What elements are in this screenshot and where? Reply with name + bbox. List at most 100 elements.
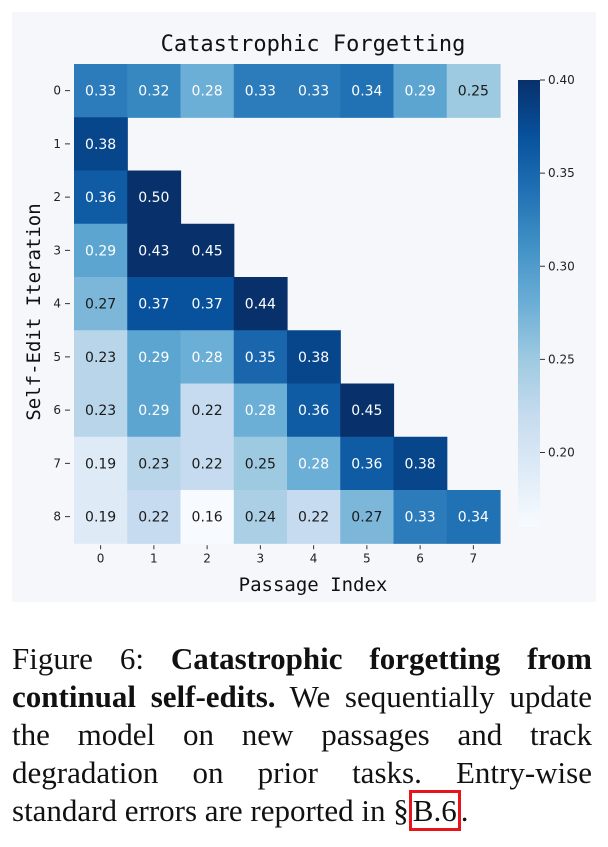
y-tick-label: 8 bbox=[53, 510, 61, 524]
heatmap-cell-r7-c6 bbox=[393, 436, 448, 491]
cell-value-label: 0.28 bbox=[298, 456, 329, 472]
colorbar-tick-label: 0.30 bbox=[548, 259, 575, 273]
cell-value-label: 0.44 bbox=[245, 297, 276, 313]
cell-value-label: 0.37 bbox=[192, 297, 223, 313]
heatmap-cell-r5-c1 bbox=[127, 330, 182, 385]
heatmap-cell-r4-c3 bbox=[233, 277, 288, 331]
cell-value-label: 0.36 bbox=[85, 190, 116, 206]
heatmap-cell-r6-c2 bbox=[180, 383, 235, 438]
cell-value-label: 0.33 bbox=[298, 84, 329, 100]
cell-value-label: 0.29 bbox=[138, 403, 169, 419]
chart-title: Catastrophic Forgetting bbox=[161, 32, 466, 57]
x-axis-label: Passage Index bbox=[239, 574, 388, 596]
cell-value-label: 0.29 bbox=[138, 350, 169, 366]
colorbar bbox=[518, 80, 540, 527]
x-tick-label: 1 bbox=[150, 551, 158, 565]
heatmap-cell-r6-c5 bbox=[340, 383, 395, 438]
heatmap-cell-r6-c0 bbox=[74, 383, 128, 438]
cell-value-label: 0.19 bbox=[85, 456, 116, 472]
heatmap-cell-r8-c5 bbox=[340, 490, 395, 544]
cell-value-label: 0.50 bbox=[138, 190, 169, 206]
cell-value-label: 0.38 bbox=[405, 456, 436, 472]
heatmap-cell-r5-c2 bbox=[180, 330, 235, 385]
heatmap-cell-r5-c3 bbox=[233, 330, 288, 385]
heatmap-cell-r7-c2 bbox=[180, 436, 235, 491]
x-tick-label: 5 bbox=[363, 551, 371, 565]
cell-value-label: 0.33 bbox=[245, 84, 276, 100]
heatmap-chart: Catastrophic Forgetting 0.33 0.32 0.28 0.33… bbox=[23, 32, 575, 596]
y-tick-label: 0 bbox=[53, 84, 61, 98]
heatmap-cell-r0-c7 bbox=[446, 64, 501, 118]
caption-bold-title: Catastrophic forgetting from continual s… bbox=[12, 641, 592, 714]
cell-value-label: 0.36 bbox=[298, 403, 329, 419]
section-reference-link[interactable]: B.6 bbox=[408, 790, 461, 831]
heatmap-cell-r5-c4 bbox=[287, 330, 341, 385]
heatmap-cell-r7-c3 bbox=[233, 436, 288, 491]
heatmap-cell-r8-c6 bbox=[393, 490, 448, 544]
heatmap-cell-r0-c0 bbox=[74, 64, 128, 118]
heatmap-cell-r8-c7 bbox=[446, 490, 501, 544]
heatmap-cell-r5-c0 bbox=[74, 330, 128, 385]
cell-value-label: 0.34 bbox=[351, 84, 382, 100]
heatmap-cell-r8-c1 bbox=[127, 490, 182, 544]
colorbar-tick-label: 0.20 bbox=[548, 446, 575, 460]
cell-value-label: 0.45 bbox=[351, 403, 382, 419]
heatmap-cell-r7-c0 bbox=[74, 436, 128, 491]
cell-value-label: 0.23 bbox=[138, 456, 169, 472]
cell-value-label: 0.25 bbox=[245, 456, 276, 472]
cell-value-label: 0.28 bbox=[192, 84, 223, 100]
x-tick-label: 6 bbox=[416, 551, 424, 565]
x-tick-label: 2 bbox=[203, 551, 211, 565]
cell-value-label: 0.38 bbox=[298, 350, 329, 366]
heatmap-cell-r8-c2 bbox=[180, 490, 235, 544]
heatmap-cell-r8-c4 bbox=[287, 490, 341, 544]
y-tick-label: 2 bbox=[53, 190, 61, 204]
cell-value-label: 0.45 bbox=[192, 243, 223, 259]
cell-value-label: 0.28 bbox=[245, 403, 276, 419]
y-tick-label: 4 bbox=[53, 297, 61, 311]
cell-value-label: 0.23 bbox=[85, 350, 116, 366]
heatmap-cell-r6-c4 bbox=[287, 383, 341, 438]
cell-value-label: 0.29 bbox=[405, 84, 436, 100]
heatmap-cell-r7-c4 bbox=[287, 436, 341, 491]
cell-value-label: 0.16 bbox=[192, 510, 223, 526]
x-tick-label: 0 bbox=[97, 551, 105, 565]
heatmap-cell-r8-c3 bbox=[233, 490, 288, 544]
heatmap-cell-r1-c0 bbox=[74, 117, 128, 172]
heatmap-cell-r7-c1 bbox=[127, 436, 182, 491]
y-tick-label: 7 bbox=[53, 456, 61, 470]
heatmap-cell-r0-c4 bbox=[287, 64, 341, 118]
cell-value-label: 0.23 bbox=[85, 403, 116, 419]
y-tick-label: 1 bbox=[53, 137, 61, 151]
heatmap-cell-r3-c2 bbox=[180, 223, 235, 278]
cell-value-label: 0.34 bbox=[458, 510, 489, 526]
cell-value-label: 0.37 bbox=[138, 297, 169, 313]
heatmap-cell-r8-c0 bbox=[74, 490, 128, 544]
heatmap-cell-r4-c0 bbox=[74, 277, 128, 331]
cell-value-label: 0.43 bbox=[138, 243, 169, 259]
cell-value-label: 0.24 bbox=[245, 510, 276, 526]
y-tick-label: 3 bbox=[53, 243, 61, 257]
cell-value-label: 0.33 bbox=[85, 84, 116, 100]
x-axis-ticks: 0 1 2 3 4 5 6 7 bbox=[97, 545, 477, 565]
caption-end: . bbox=[460, 793, 469, 828]
cell-value-label: 0.28 bbox=[192, 350, 223, 366]
cell-value-label: 0.22 bbox=[192, 403, 223, 419]
figure-caption: Figure 6: Catastrophic forgetting from c… bbox=[12, 640, 592, 831]
figure-panel: Catastrophic Forgetting 0.33 0.32 0.28 0.33… bbox=[12, 12, 596, 602]
heatmap-cell-r4-c1 bbox=[127, 277, 182, 331]
cell-value-label: 0.32 bbox=[138, 84, 169, 100]
cell-value-label: 0.22 bbox=[192, 456, 223, 472]
heatmap-cell-r2-c1 bbox=[127, 170, 182, 225]
colorbar-tick-label: 0.35 bbox=[548, 166, 575, 180]
colorbar-tick-label: 0.25 bbox=[548, 352, 575, 366]
y-tick-label: 5 bbox=[53, 350, 61, 364]
x-tick-label: 7 bbox=[470, 551, 478, 565]
colorbar-tick-label: 0.40 bbox=[548, 73, 575, 87]
heatmap-cell-r0-c5 bbox=[340, 64, 395, 118]
cell-value-label: 0.22 bbox=[138, 510, 169, 526]
heatmap-cells: 0.33 0.32 0.28 0.33 0.33 0.34 0.29 0.25 0.38 0.36… bbox=[74, 64, 501, 544]
cell-value-label: 0.27 bbox=[85, 297, 116, 313]
heatmap-cell-r2-c0 bbox=[74, 170, 128, 225]
heatmap-cell-r6-c1 bbox=[127, 383, 182, 438]
